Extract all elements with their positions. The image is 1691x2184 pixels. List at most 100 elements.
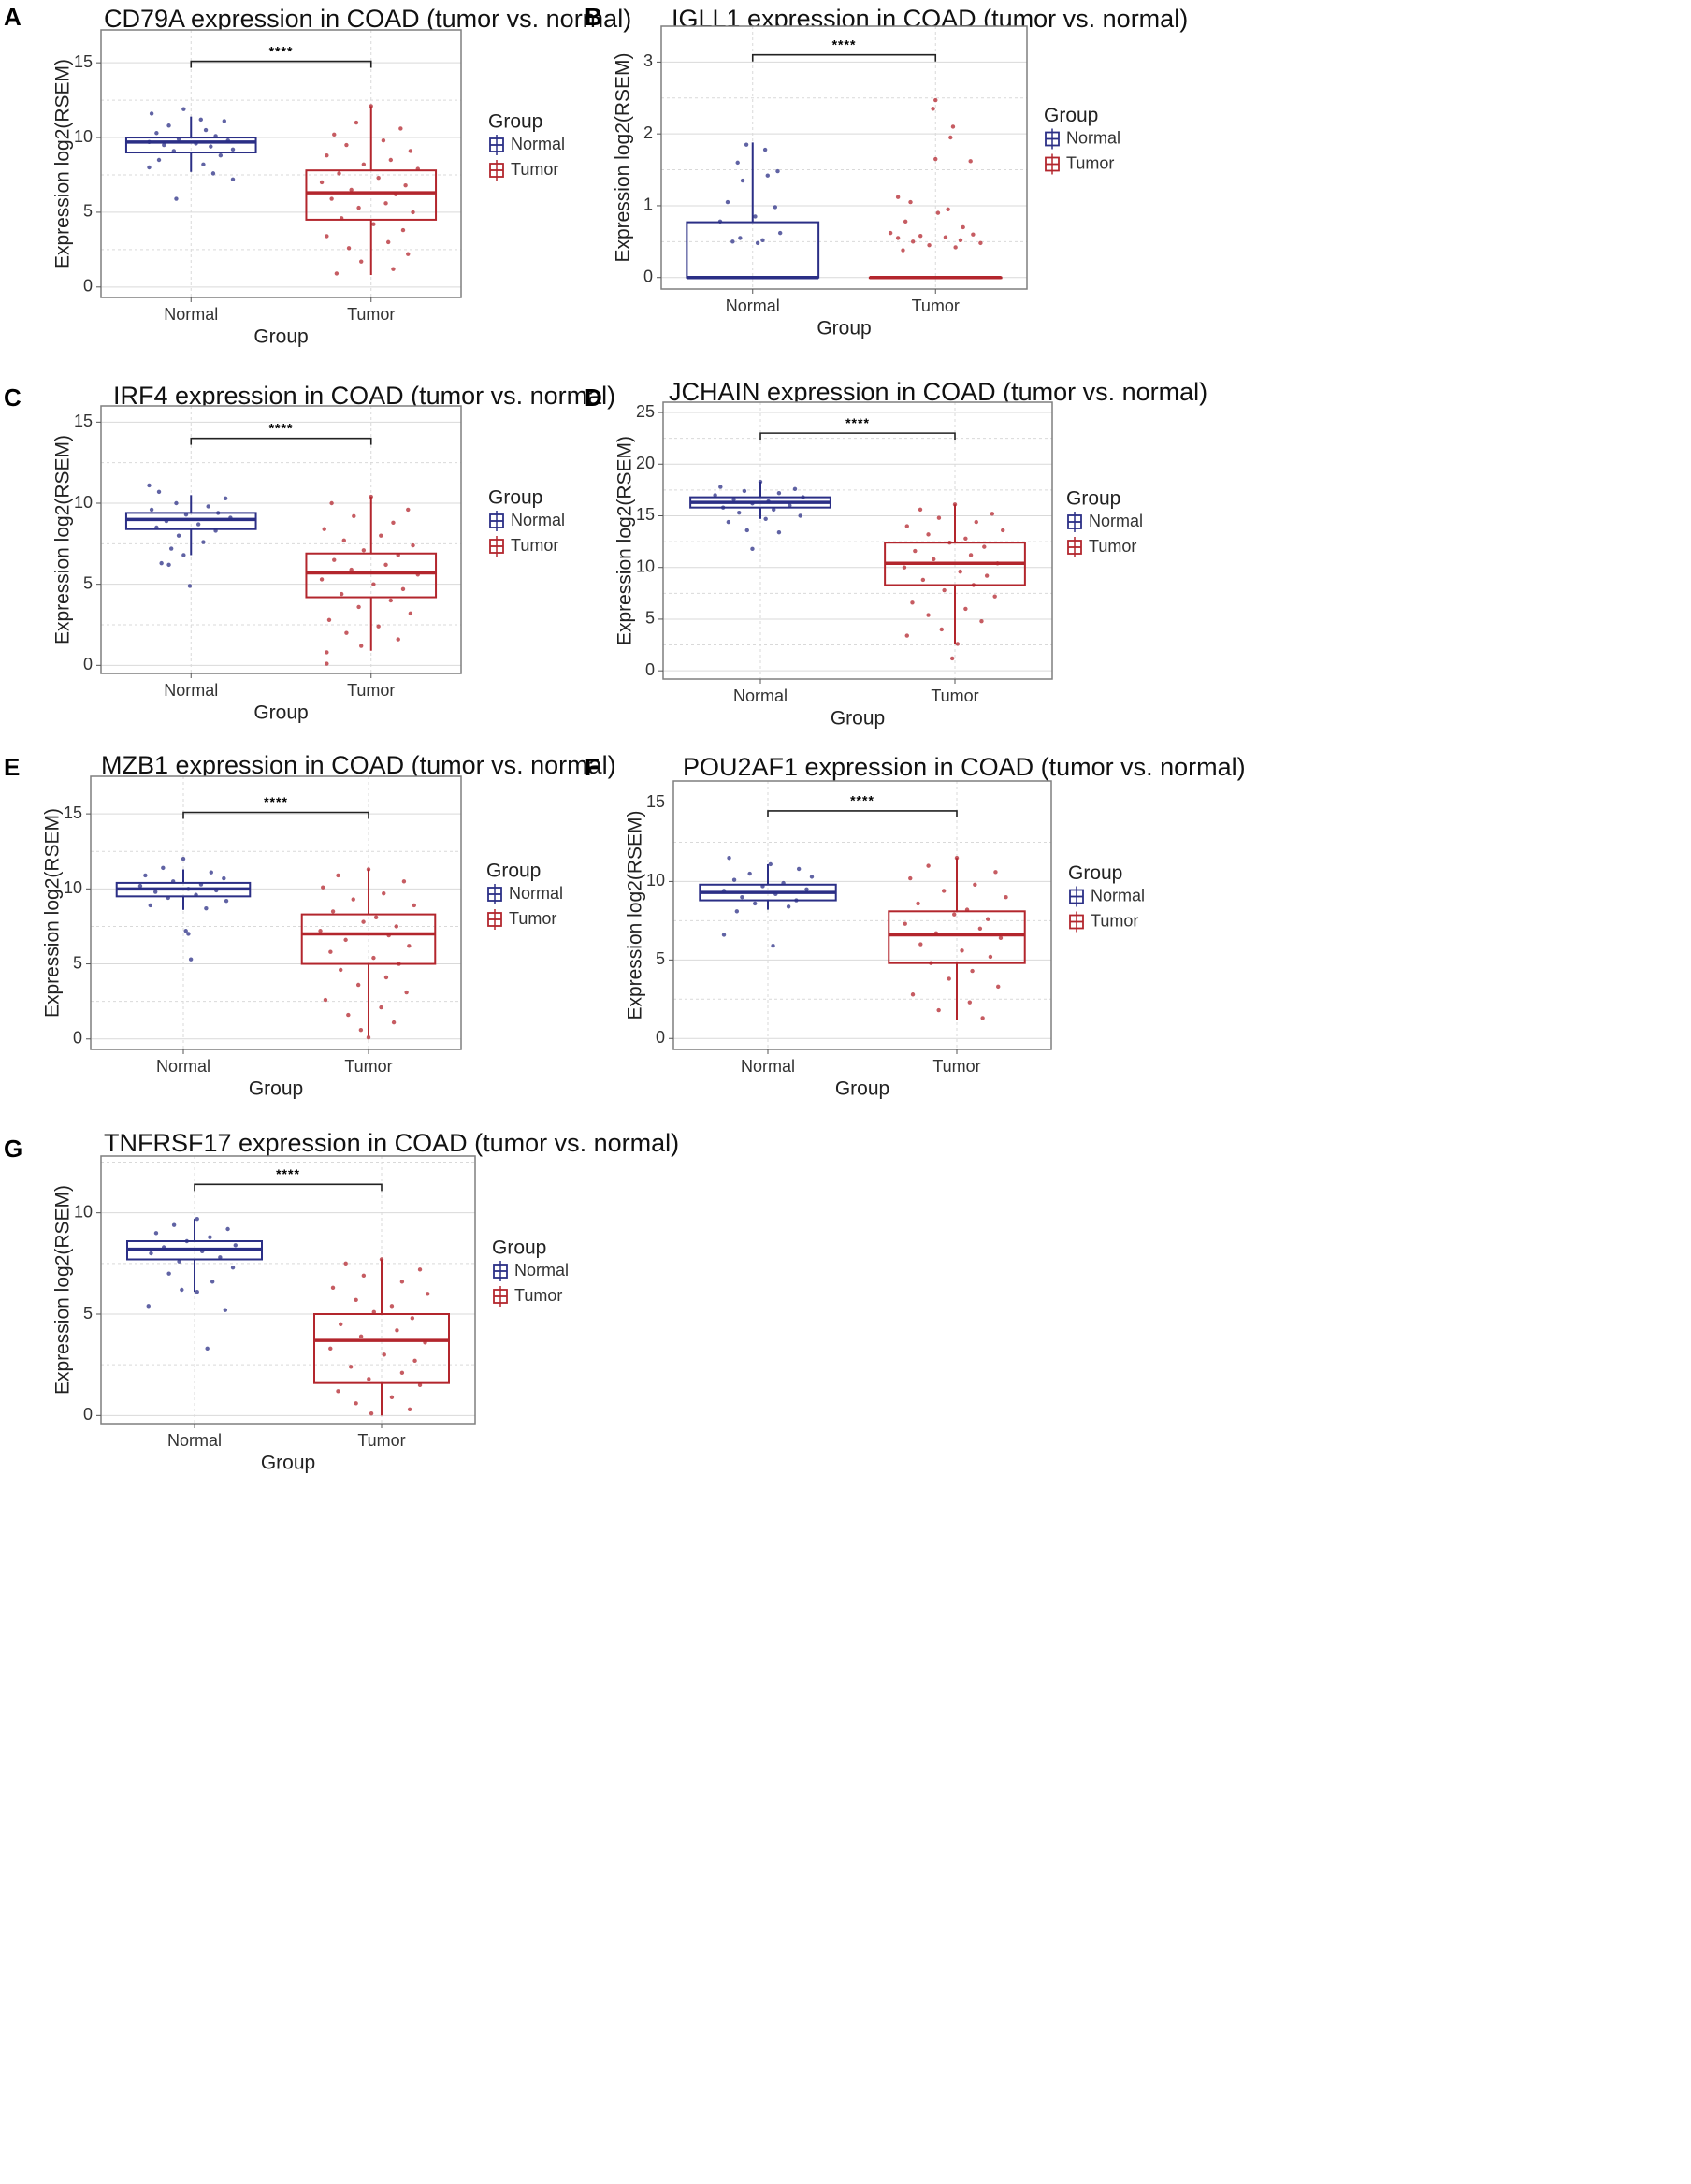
data-point	[371, 222, 376, 226]
x-tick-label: Tumor	[347, 681, 395, 700]
data-point	[389, 1304, 395, 1309]
data-point	[371, 582, 376, 586]
data-point	[713, 493, 717, 498]
data-point	[337, 171, 341, 176]
data-point	[385, 239, 391, 245]
data-point	[971, 232, 976, 237]
data-point	[334, 271, 340, 276]
data-point	[786, 904, 791, 909]
data-point	[379, 533, 383, 538]
y-axis-title: Expression log2(RSEM)	[42, 808, 64, 1018]
data-point	[931, 107, 935, 111]
y-tick-label: 15	[636, 505, 655, 524]
data-point	[162, 142, 166, 148]
data-point	[346, 1012, 351, 1018]
data-point	[730, 239, 735, 244]
data-point	[776, 490, 782, 496]
data-point	[343, 1261, 348, 1266]
data-point	[177, 1259, 181, 1264]
data-point	[403, 182, 408, 188]
plot-area	[101, 406, 461, 673]
data-point	[371, 955, 376, 961]
y-tick-label: 0	[83, 655, 93, 673]
data-point	[933, 97, 938, 103]
x-tick-label: Tumor	[344, 1057, 392, 1076]
y-axis-title: Expression log2(RSEM)	[625, 810, 646, 1020]
data-point	[358, 1027, 364, 1033]
data-point	[943, 235, 948, 239]
data-point	[325, 650, 329, 655]
data-point	[910, 239, 916, 244]
data-point	[400, 227, 406, 233]
data-point	[406, 252, 411, 256]
x-axis-title: Group	[253, 702, 308, 724]
data-point	[407, 1407, 412, 1412]
data-point	[230, 147, 236, 152]
panel-a: A CD79A expression in COAD (tumor vs. nor…	[4, 3, 631, 348]
data-point	[198, 117, 203, 123]
data-point	[918, 942, 923, 947]
data-point	[395, 1328, 399, 1333]
data-point	[794, 898, 799, 903]
data-point	[417, 1382, 423, 1388]
legend: Group Normal Tumor	[1068, 862, 1145, 933]
x-tick-label: Normal	[167, 1431, 222, 1450]
y-tick-label: 25	[636, 402, 655, 421]
significance-bracket	[751, 53, 937, 62]
data-point	[725, 199, 730, 205]
box	[313, 1313, 450, 1384]
y-tick-label: 0	[83, 1405, 93, 1424]
data-point	[361, 919, 366, 924]
y-tick-label: 10	[74, 1202, 93, 1221]
x-axis-title: Group	[831, 708, 885, 730]
data-point	[394, 924, 398, 929]
data-point	[176, 533, 181, 538]
data-point	[726, 519, 731, 525]
data-point	[354, 120, 359, 125]
data-point	[954, 856, 960, 861]
data-point	[967, 1000, 973, 1005]
data-point	[801, 495, 805, 499]
y-axis-title: Expression log2(RSEM)	[614, 436, 636, 645]
data-point	[391, 520, 396, 525]
data-point	[772, 507, 776, 513]
data-point	[773, 205, 778, 210]
x-tick-label: Normal	[733, 687, 788, 705]
data-point	[941, 889, 947, 893]
legend-title: Group	[492, 1237, 546, 1259]
y-tick-label: 0	[645, 660, 655, 679]
data-point	[321, 885, 325, 890]
data-point	[752, 901, 758, 906]
data-point	[903, 921, 907, 926]
panel-d: D JCHAIN expression in COAD (tumor vs. no…	[585, 378, 1207, 729]
data-point	[319, 577, 325, 582]
x-tick-label: Normal	[156, 1057, 210, 1076]
legend: Group Normal Tumor	[488, 111, 565, 181]
data-point	[332, 132, 337, 137]
data-point	[415, 572, 420, 577]
data-point	[184, 1238, 189, 1244]
data-point	[201, 540, 206, 544]
data-point	[383, 975, 389, 980]
y-tick-label: 0	[656, 1028, 665, 1047]
series-normal	[699, 856, 837, 948]
data-point	[410, 1316, 415, 1321]
series-tumor	[305, 494, 438, 666]
data-point	[888, 230, 893, 236]
panel-letter: D	[585, 383, 602, 412]
data-point	[727, 856, 731, 861]
data-point	[210, 1280, 215, 1284]
data-point	[952, 912, 957, 917]
x-tick-label: Tumor	[932, 1057, 980, 1076]
plot-area	[91, 776, 461, 1049]
y-tick-label: 3	[643, 51, 653, 70]
y-tick-label: 5	[83, 573, 93, 592]
data-point	[775, 168, 780, 174]
legend-label-normal: Normal	[1066, 128, 1120, 147]
chart-title: IRF4 expression in COAD (tumor vs. norma…	[113, 382, 615, 410]
data-point	[406, 507, 411, 513]
data-point	[376, 624, 381, 629]
data-point	[747, 871, 752, 876]
data-point	[336, 1389, 340, 1394]
data-point	[328, 949, 333, 954]
